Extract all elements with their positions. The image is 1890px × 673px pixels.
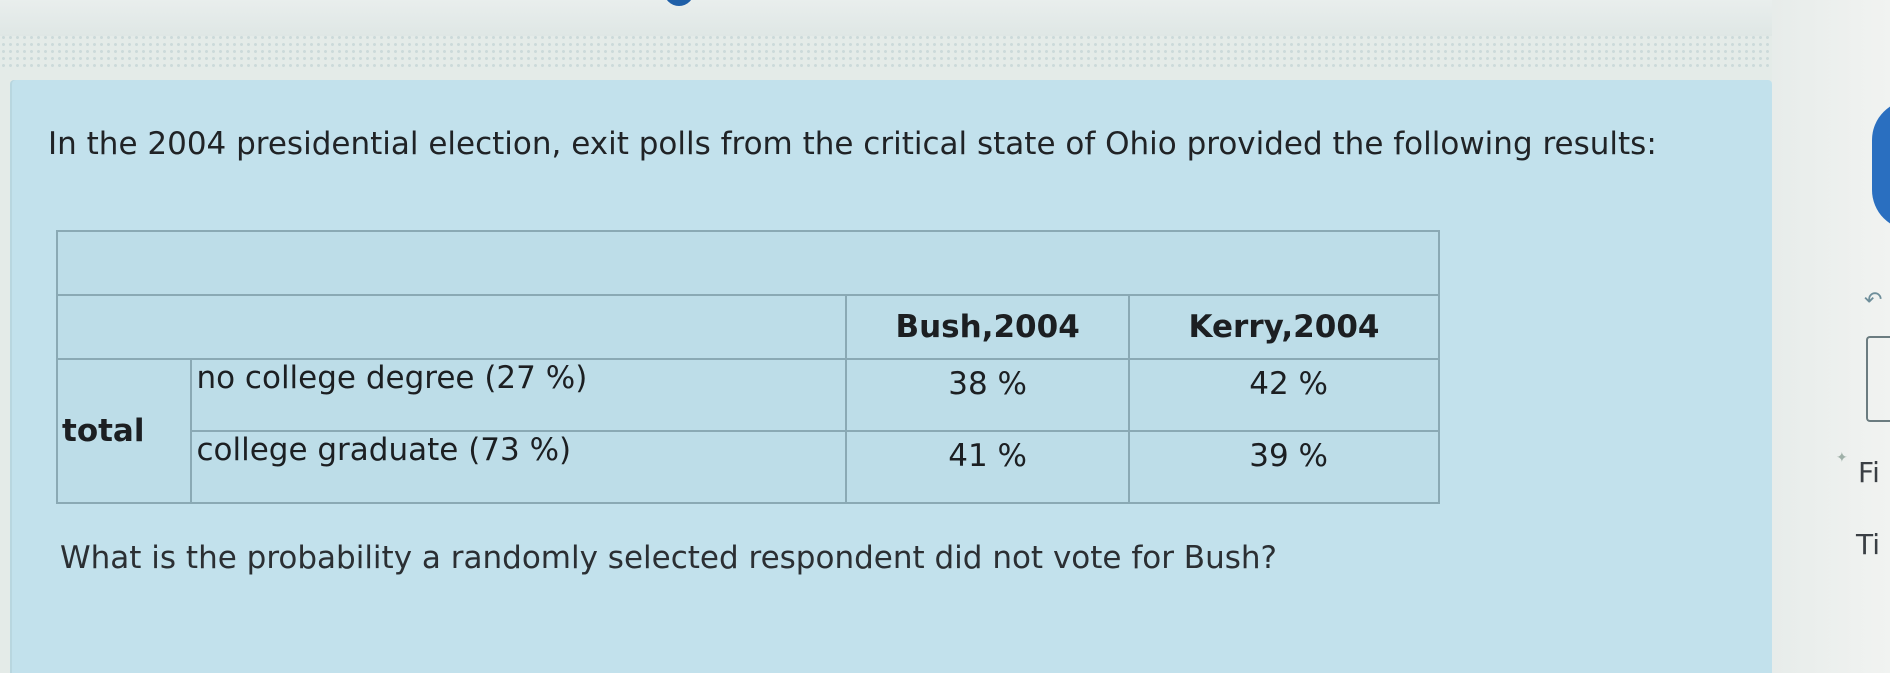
question-intro: In the 2004 presidential election, exit …: [48, 122, 1668, 166]
kerry-value-cell: 39 %: [1129, 431, 1439, 503]
kerry-value-cell: 42 %: [1129, 359, 1439, 431]
side-label-fi[interactable]: Fi: [1858, 456, 1880, 489]
row-group-label: total: [57, 359, 191, 503]
right-outline-box[interactable]: [1866, 336, 1890, 422]
side-label-ti[interactable]: Ti: [1856, 528, 1880, 561]
question-prompt: What is the probability a randomly selec…: [60, 540, 1277, 576]
dotted-band: [0, 34, 1770, 68]
table-title-row: [57, 231, 1439, 295]
exit-poll-table: Bush,2004 Kerry,2004 total no college de…: [56, 230, 1440, 504]
header-kerry: Kerry,2004: [1129, 295, 1439, 359]
table-corner-cell: [57, 295, 846, 359]
header-bush: Bush,2004: [846, 295, 1129, 359]
category-cell: no college degree (27 %): [191, 359, 846, 431]
bush-value-cell: 41 %: [846, 431, 1129, 503]
bush-value-cell: 38 %: [846, 359, 1129, 431]
star-icon: ✦: [1836, 450, 1848, 466]
category-cell: college graduate (73 %): [191, 431, 846, 503]
top-strip: [0, 0, 1890, 36]
table-header-row: Bush,2004 Kerry,2004: [57, 295, 1439, 359]
undo-icon[interactable]: ↶: [1864, 288, 1882, 313]
table-row: college graduate (73 %) 41 % 39 %: [57, 431, 1439, 503]
table-row: total no college degree (27 %) 38 % 42 %: [57, 359, 1439, 431]
table-title-cell: [57, 231, 1439, 295]
